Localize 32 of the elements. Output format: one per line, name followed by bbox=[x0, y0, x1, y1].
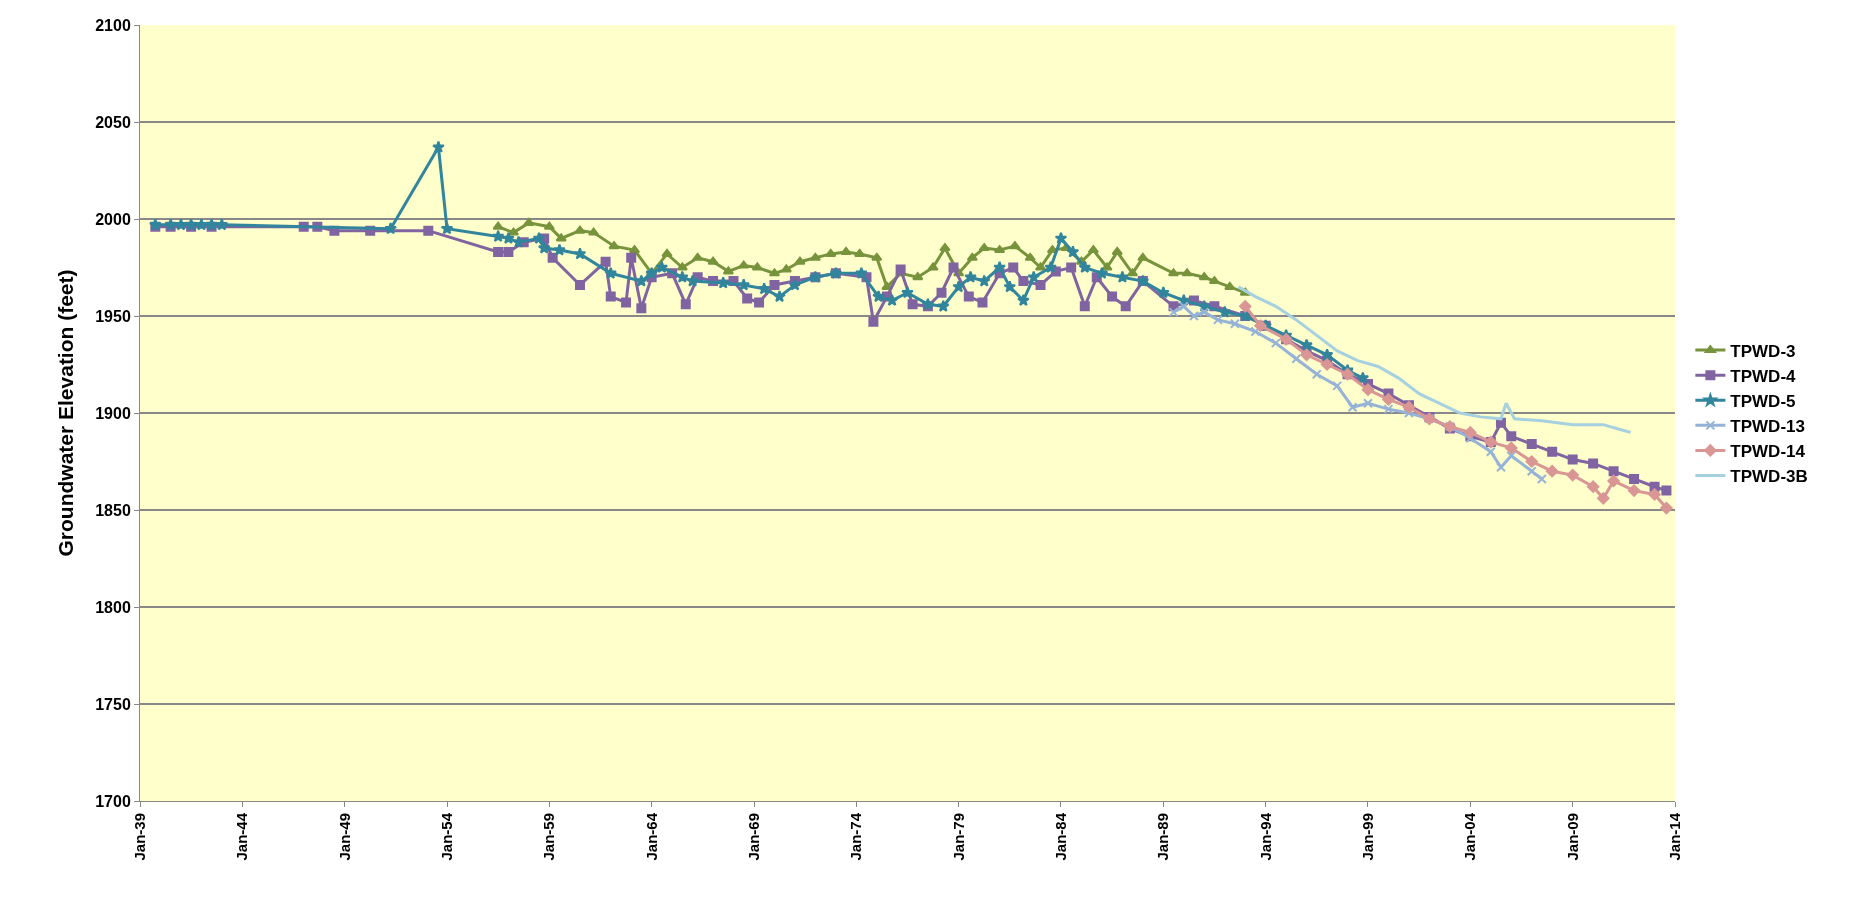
x-tick-label: Jan-59 bbox=[540, 813, 558, 861]
y-tick-label: 1700 bbox=[95, 792, 131, 810]
legend-label: TPWD-5 bbox=[1730, 391, 1796, 411]
y-tick-label: 1750 bbox=[95, 695, 131, 713]
x-tick-label: Jan-79 bbox=[949, 813, 967, 861]
x-tick-label: Jan-99 bbox=[1358, 813, 1376, 861]
y-tick-label: 2100 bbox=[95, 16, 131, 34]
legend-label: TPWD-3 bbox=[1730, 341, 1796, 361]
y-tick-label: 2050 bbox=[95, 113, 131, 131]
legend-label: TPWD-13 bbox=[1730, 416, 1805, 436]
x-tick-label: Jan-04 bbox=[1461, 812, 1479, 861]
y-tick-label: 2000 bbox=[95, 210, 131, 228]
legend-label: TPWD-14 bbox=[1730, 442, 1806, 462]
x-tick-label: Jan-69 bbox=[744, 813, 762, 861]
x-tick-label: Jan-39 bbox=[130, 813, 148, 861]
y-tick-label: 1900 bbox=[95, 404, 131, 422]
x-tick-label: Jan-74 bbox=[847, 812, 865, 861]
legend-label: TPWD-3B bbox=[1730, 467, 1808, 487]
y-tick-label: 1800 bbox=[95, 598, 131, 616]
x-tick-label: Jan-64 bbox=[642, 812, 660, 861]
x-tick-label: Jan-14 bbox=[1665, 812, 1683, 861]
y-tick-label: 1850 bbox=[95, 501, 131, 519]
x-tick-label: Jan-49 bbox=[335, 813, 353, 861]
x-tick-label: Jan-54 bbox=[437, 812, 455, 861]
y-tick-label: 1950 bbox=[95, 307, 131, 325]
x-tick-label: Jan-84 bbox=[1051, 812, 1069, 861]
x-tick-label: Jan-94 bbox=[1256, 812, 1274, 861]
x-tick-label: Jan-44 bbox=[233, 812, 251, 861]
x-tick-label: Jan-09 bbox=[1563, 813, 1581, 861]
x-tick-label: Jan-89 bbox=[1154, 813, 1172, 861]
y-axis-title: Groundwater Elevation (feet) bbox=[54, 269, 78, 557]
legend-label: TPWD-4 bbox=[1730, 366, 1797, 386]
